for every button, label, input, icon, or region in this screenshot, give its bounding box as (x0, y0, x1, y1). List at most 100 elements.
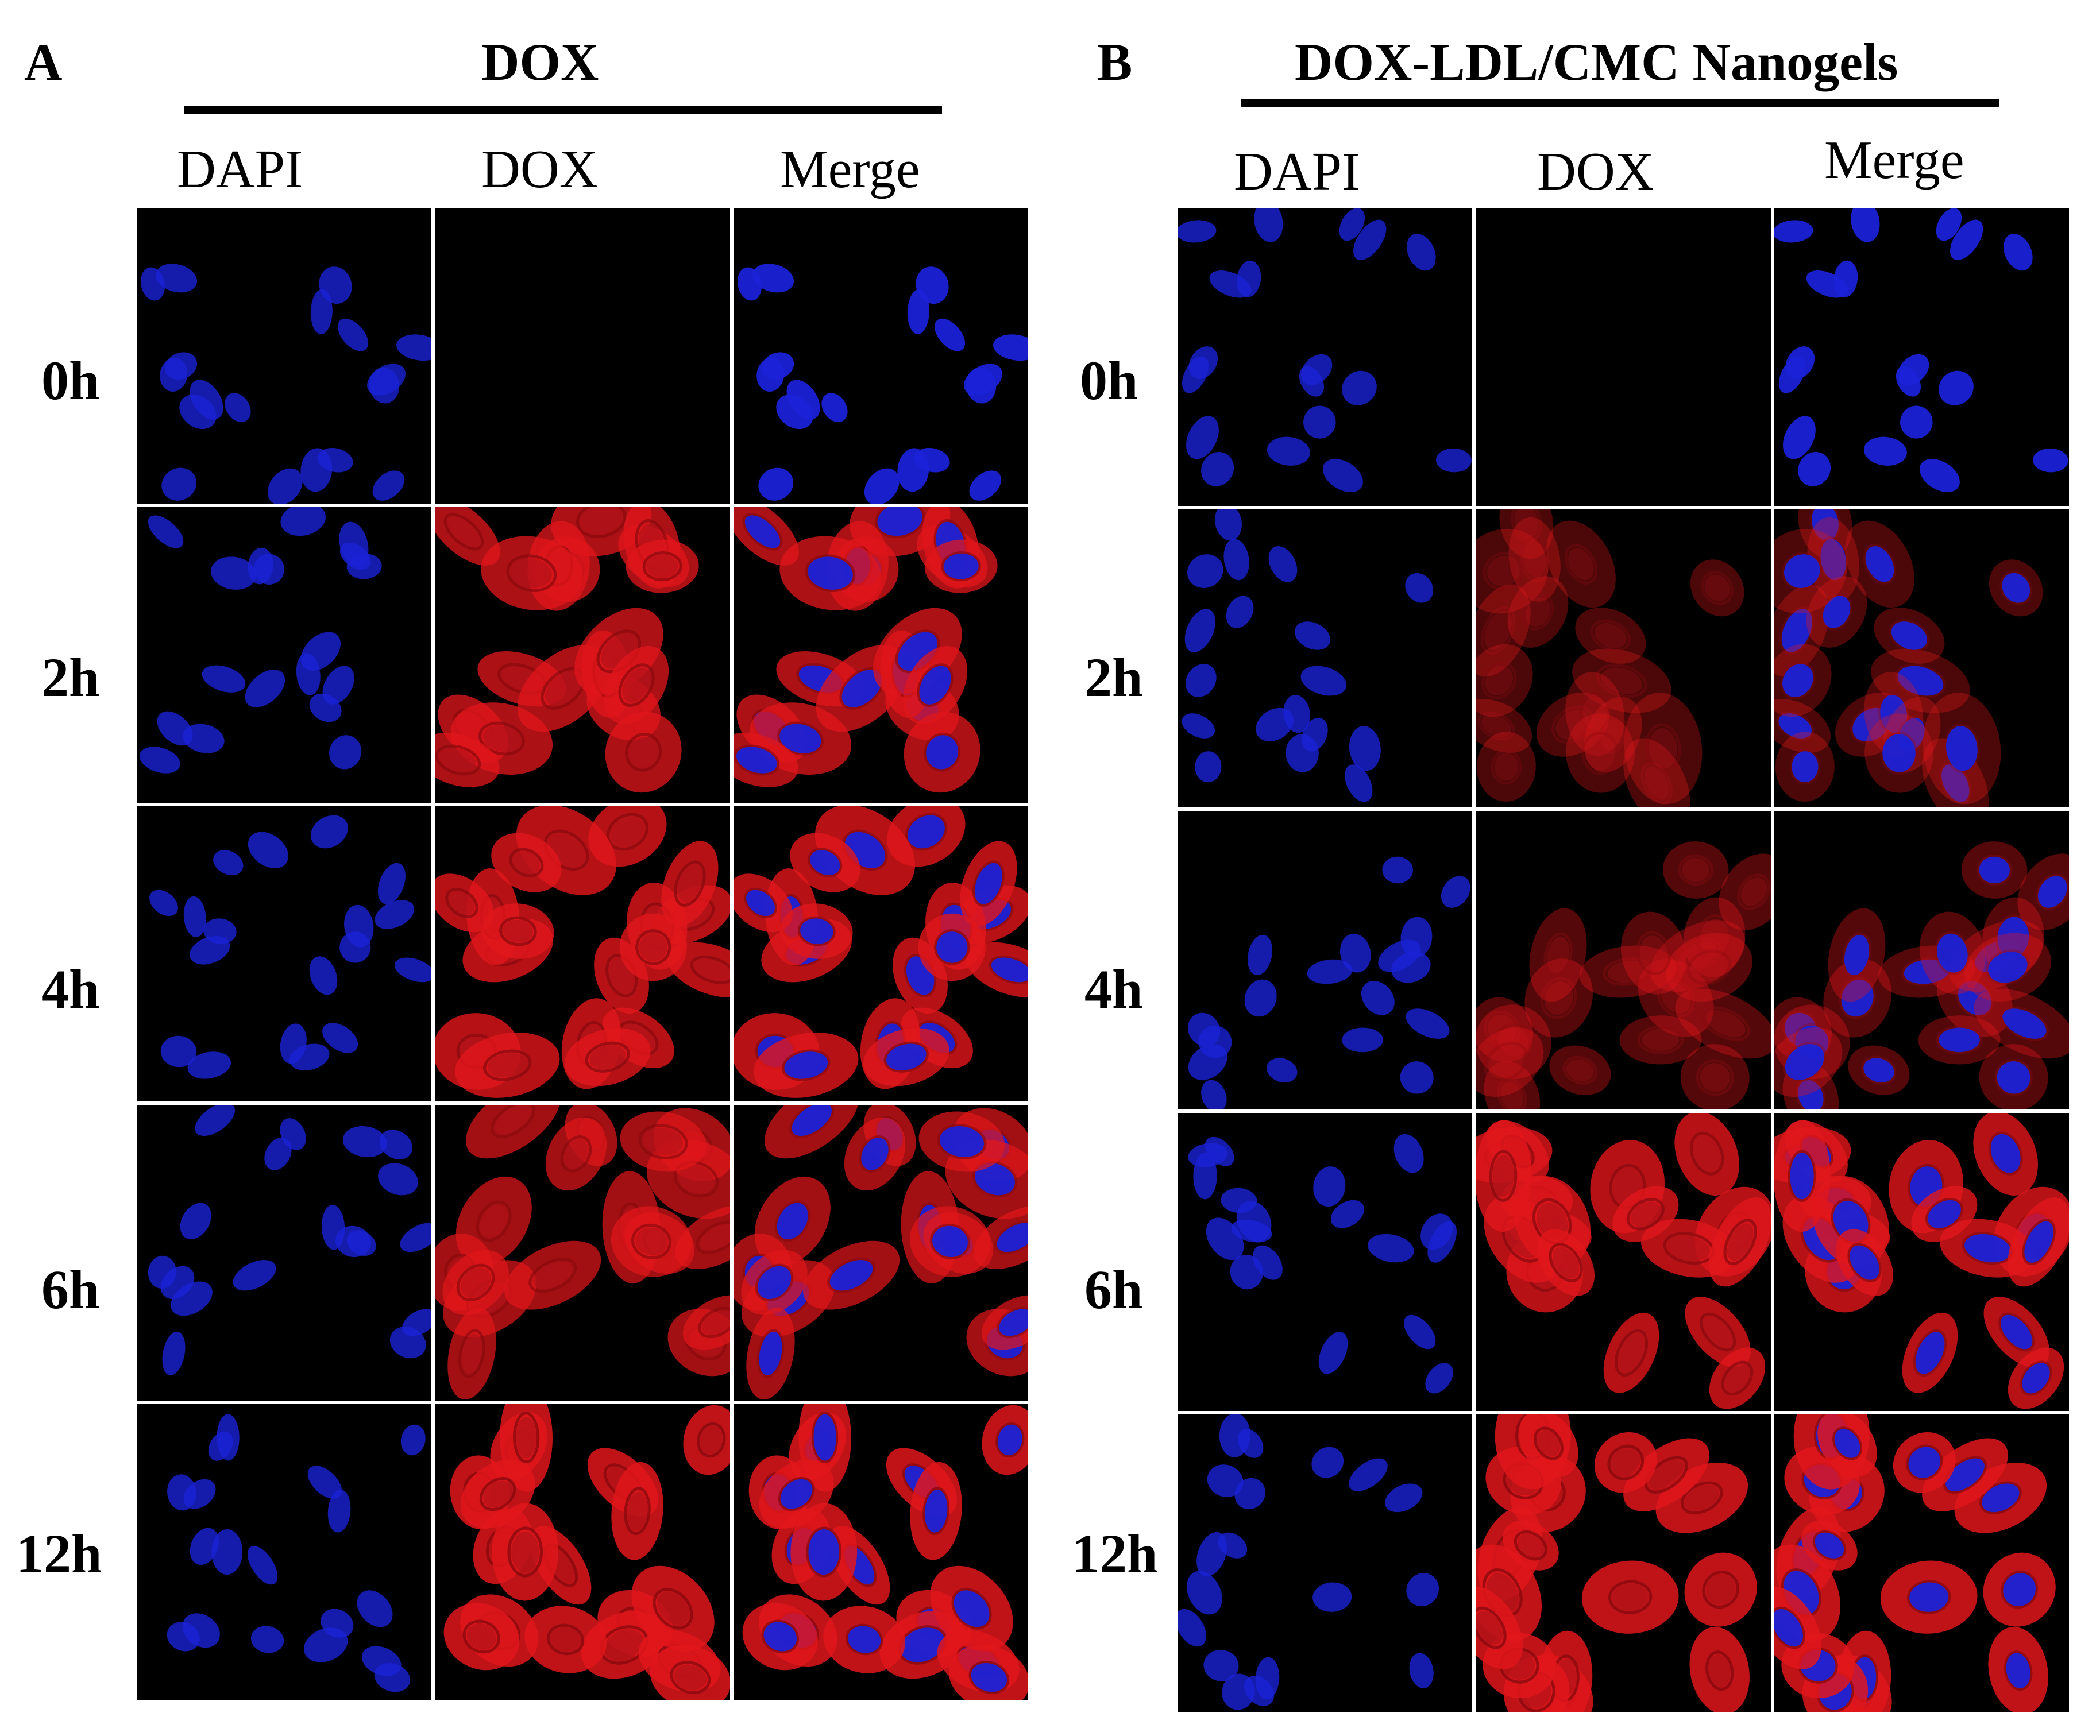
nuclear-envelope (1514, 1530, 1548, 1561)
micrograph-dox (435, 806, 730, 1102)
nucleus-blue (1964, 1234, 2011, 1262)
nucleus-red (1518, 1533, 1544, 1557)
nucleus-blue (1286, 734, 1319, 772)
nucleus-red (488, 1053, 527, 1077)
nuclear-envelope (1878, 692, 1909, 736)
nucleus-blue (1945, 1458, 1985, 1491)
micrograph-dox (1476, 509, 1771, 808)
nucleus-red (581, 507, 622, 535)
nuclear-envelope (1681, 1481, 1723, 1514)
nucleus-blue (1391, 952, 1431, 983)
nucleus-red (483, 725, 521, 752)
nuclear-envelope (445, 887, 479, 918)
nucleus-red (1700, 919, 1729, 956)
nuclear-envelope (929, 1224, 970, 1260)
nuclear-envelope (1998, 1312, 2035, 1351)
nuclear-envelope (1889, 619, 1929, 652)
nucleus-blue (1186, 416, 1219, 459)
micrograph-dapi (137, 208, 432, 504)
panel-b-title: DOX-LDL/CMC Nanogels (1295, 33, 1898, 91)
nuclear-envelope (1776, 711, 1814, 741)
micrograph-merge (733, 1404, 1028, 1700)
micrograph-merge (733, 507, 1028, 803)
nucleus-blue (864, 468, 900, 504)
nucleus-blue (907, 815, 945, 848)
nuclear-envelope (1489, 1150, 1518, 1202)
nuclear-envelope (1700, 1312, 1736, 1351)
nucleus-blue (971, 1663, 1007, 1692)
nucleus-red (1661, 983, 1692, 1014)
nucleus-blue (1178, 220, 1217, 243)
nuclear-envelope (1894, 664, 1946, 698)
nucleus-blue (1958, 981, 1991, 1016)
nucleus-blue (736, 747, 777, 774)
cytoplasm-red (1623, 738, 1690, 808)
nucleus-blue (821, 393, 848, 423)
nucleus-blue (203, 918, 237, 944)
nuclear-envelope (1520, 536, 1550, 583)
nucleus-blue (1990, 1134, 2021, 1173)
nuclear-envelope (1943, 723, 1980, 774)
nucleus-blue (744, 515, 780, 548)
nucleus-blue (969, 470, 1001, 501)
nucleus-red (545, 671, 581, 706)
nucleus-red (677, 864, 702, 902)
nuclear-envelope (1484, 1042, 1528, 1083)
dapi-image (1178, 811, 1473, 1109)
nuclear-envelope (1497, 1078, 1527, 1109)
nucleus-red (1544, 981, 1574, 1015)
nucleus-blue (339, 931, 371, 963)
nuclear-envelope (743, 887, 777, 918)
nucleus-blue (211, 1529, 243, 1575)
nucleus-blue (974, 1163, 1015, 1196)
cytoplasm-red (1684, 897, 1746, 978)
nucleus-blue (779, 724, 821, 753)
nucleus-blue (907, 289, 929, 335)
nuclear-envelope (1678, 855, 1714, 886)
nucleus-blue (156, 264, 198, 293)
nucleus-blue (248, 1546, 278, 1585)
cytoplasm-red (1681, 1044, 1750, 1109)
nucleus-blue (1318, 1331, 1348, 1374)
nucleus-blue (369, 367, 400, 404)
cytoplasm-red (1529, 908, 1587, 1002)
nucleus-blue (998, 1309, 1028, 1336)
nuclear-envelope (674, 860, 707, 907)
nucleus-blue (1300, 666, 1347, 696)
nuclear-envelope (560, 1135, 592, 1173)
cytoplasm-red (1546, 520, 1616, 608)
merge-image (1774, 811, 2069, 1109)
micrograph-dapi (1178, 1414, 1473, 1712)
nuclear-envelope (698, 1307, 730, 1339)
nucleus-red (1649, 728, 1678, 769)
nuclear-envelope (625, 732, 662, 772)
nucleus-blue (309, 956, 338, 995)
nucleus-blue (1820, 539, 1846, 581)
nucleus-red (1485, 666, 1514, 696)
cytoplasm-red (1624, 693, 1703, 805)
nuclear-envelope (777, 721, 824, 756)
panel-a-row-label: 2h (41, 647, 100, 708)
micrograph-dapi (137, 507, 432, 803)
nuclear-envelope (1481, 606, 1516, 655)
nucleus-red (629, 736, 658, 768)
nucleus-blue (1774, 1609, 1803, 1646)
nuclear-envelope (1979, 1481, 2022, 1514)
nucleus-red (700, 1426, 723, 1454)
micrograph-merge (1774, 1112, 2069, 1411)
nucleus-blue (1385, 1483, 1423, 1512)
nuclear-envelope (476, 1200, 512, 1242)
nucleus-blue (303, 1627, 348, 1662)
cytoplasm-red (1650, 920, 1746, 992)
nuclear-envelope (1522, 593, 1554, 631)
nuclear-envelope (491, 1105, 536, 1139)
nucleus-blue (307, 1466, 342, 1499)
nucleus-blue (841, 669, 882, 707)
nucleus-blue (1792, 751, 1819, 783)
micrograph-dapi (137, 1105, 432, 1401)
nuclear-envelope (1543, 932, 1573, 978)
cytoplasm-red (1549, 1045, 1611, 1096)
nucleus-blue (2002, 1572, 2036, 1606)
nuclear-envelope (1491, 749, 1522, 785)
nucleus-blue (763, 1622, 797, 1652)
